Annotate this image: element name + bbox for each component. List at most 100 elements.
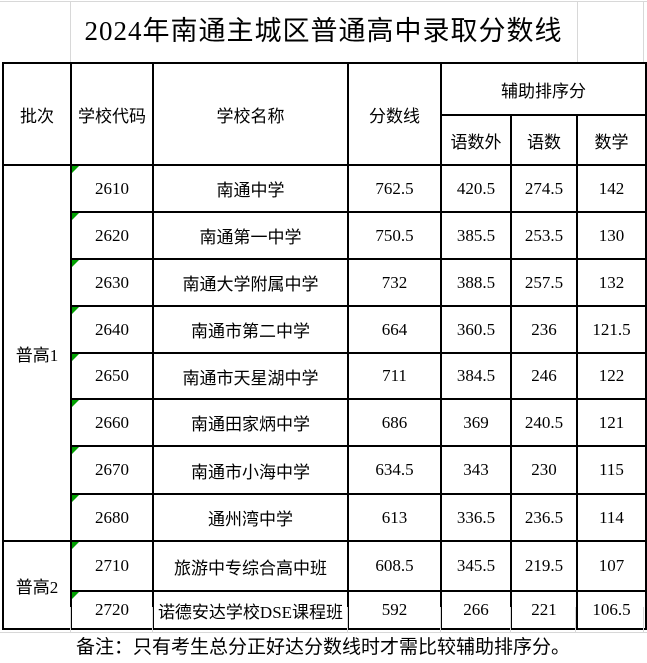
score-cell: 608.5 (347, 540, 442, 592)
school-code: 2620 (95, 225, 129, 245)
excel-flag-icon (73, 214, 79, 220)
school-name-cell: 南通田家炳中学 (152, 398, 349, 447)
header-school-code: 学校代码 (70, 62, 154, 166)
gridline (152, 607, 153, 632)
aux-cm-cell: 240.5 (510, 398, 578, 447)
score-cell: 711 (347, 352, 442, 400)
batch-cell: 普高1 (2, 164, 72, 542)
table-row: 普高1 2610 南通中学 762.5 420.5 274.5 142 (2, 164, 647, 542)
aux-cm-cell: 230 (510, 445, 578, 495)
school-name-cell: 南通市天星湖中学 (152, 352, 349, 400)
school-name-cell: 南通大学附属中学 (152, 258, 349, 307)
aux-cm-cell: 219.5 (510, 540, 578, 592)
aux-cme-cell: 384.5 (440, 352, 512, 400)
gridline (510, 607, 511, 632)
school-code-cell: 2710 (70, 540, 154, 592)
footnote: 备注：只有考生总分正好达分数线时才需比较辅助排序分。 (76, 637, 571, 658)
table-row: 普高2 2710 旅游中专综合高中班 608.5 345.5 219.5 107 (2, 540, 647, 630)
gridline (643, 2, 644, 62)
excel-flag-icon (73, 496, 79, 502)
score-cell: 686 (347, 398, 442, 447)
school-code: 2680 (95, 507, 129, 527)
score-cell: 732 (347, 258, 442, 307)
aux-cme-cell: 360.5 (440, 305, 512, 354)
aux-cme-cell: 385.5 (440, 211, 512, 260)
excel-flag-icon (73, 448, 79, 454)
aux-cm-cell: 257.5 (510, 258, 578, 307)
school-code: 2660 (95, 412, 129, 432)
school-code: 2670 (95, 460, 129, 479)
aux-math-cell: 121.5 (576, 305, 647, 354)
aux-math-cell: 107 (576, 540, 647, 592)
aux-cme-cell: 345.5 (440, 540, 512, 592)
aux-cme-cell: 266 (440, 590, 512, 630)
aux-cme-cell: 388.5 (440, 258, 512, 307)
header-aux-math: 数学 (576, 114, 647, 166)
excel-flag-icon (73, 261, 79, 267)
score-cell: 613 (347, 493, 442, 542)
school-code: 2610 (95, 178, 129, 198)
school-name-cell: 南通第一中学 (152, 211, 349, 260)
excel-flag-icon (73, 355, 79, 361)
school-code-cell: 2620 (70, 211, 154, 260)
school-name-cell: 南通市小海中学 (152, 445, 349, 495)
aux-math-cell: 114 (576, 493, 647, 542)
gridline (0, 632, 647, 633)
score-cell: 664 (347, 305, 442, 354)
aux-math-cell: 142 (576, 164, 647, 213)
school-code: 2630 (95, 272, 129, 292)
aux-cm-cell: 253.5 (510, 211, 578, 260)
school-code-cell: 2680 (70, 493, 154, 542)
aux-cm-cell: 221 (510, 590, 578, 630)
gridline (347, 607, 348, 632)
table-row: 2640 南通市第二中学 664 360.5 236 121.5 (3, 305, 647, 354)
score-cell: 762.5 (347, 164, 442, 213)
batch-cell: 普高2 (2, 540, 72, 630)
header-score-line: 分数线 (347, 62, 442, 166)
table-row: 2620 南通第一中学 750.5 385.5 253.5 130 (3, 211, 647, 260)
aux-cme-cell: 369 (440, 398, 512, 447)
aux-math-cell: 132 (576, 258, 647, 307)
table-row: 2630 南通大学附属中学 732 388.5 257.5 132 (3, 258, 647, 307)
gridline (440, 607, 441, 632)
aux-math-cell: 130 (576, 211, 647, 260)
aux-math-cell: 115 (576, 445, 647, 495)
header-aux-group: 辅助排序分 (440, 62, 647, 116)
table-row: 2720 诺德安达学校DSE课程班 592 266 221 106.5 (3, 590, 647, 630)
aux-cme-cell: 343 (440, 445, 512, 495)
gridline (70, 607, 71, 632)
score-cell: 750.5 (347, 211, 442, 260)
excel-flag-icon (73, 167, 79, 173)
aux-cm-cell: 236.5 (510, 493, 578, 542)
school-code-cell: 2670 (70, 445, 154, 495)
header-aux-cm: 语数 (510, 114, 578, 166)
school-code-cell: 2720 (70, 590, 154, 630)
school-code-cell: 2630 (70, 258, 154, 307)
school-name-cell: 南通中学 (152, 164, 349, 213)
header-batch: 批次 (2, 62, 72, 166)
aux-cme-cell: 336.5 (440, 493, 512, 542)
school-code-cell: 2640 (70, 305, 154, 354)
aux-cm-cell: 246 (510, 352, 578, 400)
aux-cm-cell: 236 (510, 305, 578, 354)
school-code-cell: 2650 (70, 352, 154, 400)
gridline (643, 607, 644, 632)
table-row: 2650 南通市天星湖中学 711 384.5 246 122 (3, 352, 647, 400)
school-code: 2650 (95, 366, 129, 385)
excel-flag-icon (73, 593, 79, 599)
aux-math-cell: 106.5 (576, 590, 647, 630)
gridline (575, 607, 576, 632)
score-cell: 634.5 (347, 445, 442, 495)
school-code-cell: 2610 (70, 164, 154, 213)
school-code: 2640 (95, 319, 129, 339)
aux-cme-cell: 420.5 (440, 164, 512, 213)
excel-flag-icon (73, 401, 79, 407)
school-name-cell: 南通市第二中学 (152, 305, 349, 354)
gridline (0, 1, 647, 2)
excel-flag-icon (73, 308, 79, 314)
aux-math-cell: 121 (576, 398, 647, 447)
school-code: 2720 (95, 600, 129, 619)
score-cell: 592 (347, 590, 442, 630)
school-name-cell: 旅游中专综合高中班 (152, 540, 349, 592)
